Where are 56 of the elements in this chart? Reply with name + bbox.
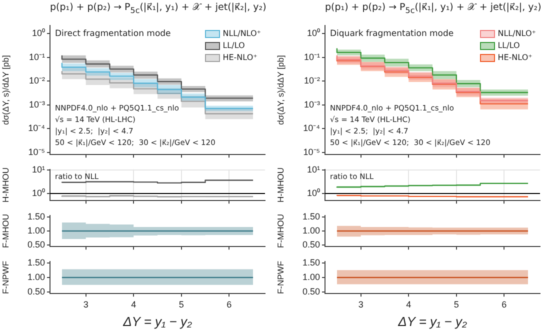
x-tick-label: 3 xyxy=(358,299,364,310)
legend-label: HE-NLO⁺ xyxy=(222,53,258,62)
y-tick-label: 10⁻⁴ xyxy=(28,123,46,134)
y-tick-label: 1.50 xyxy=(302,257,320,268)
y-tick-label: 10⁻² xyxy=(28,76,45,86)
annotation: Diquark fragmentation mode xyxy=(330,28,454,39)
x-axis-title: ΔY = y₁ − y₂ xyxy=(397,314,467,329)
y-tick-label: 0.50 xyxy=(27,286,45,297)
y-tick-label: 10⁰ xyxy=(32,188,45,198)
y-axis-title: F-MHOU xyxy=(0,214,10,248)
y-tick-label: 10¹ xyxy=(32,164,45,174)
x-tick-label: 5 xyxy=(178,299,184,310)
y-tick-label: 1.00 xyxy=(302,272,320,282)
y-tick-label: 1.50 xyxy=(302,211,320,222)
y-tick-label: 10⁻⁵ xyxy=(28,146,46,157)
x-tick-label: 3 xyxy=(83,299,88,310)
y-tick-label: 10⁻³ xyxy=(28,99,45,110)
legend-label: NLL/NLO⁺ xyxy=(222,29,261,38)
legend-label: LL/LO xyxy=(498,41,520,50)
x-tick-label: 4 xyxy=(131,299,136,310)
y-axis-title: H-MHOU xyxy=(275,168,286,202)
y-tick-label: 0.50 xyxy=(302,286,320,297)
y-axis-title: F-NPWF xyxy=(0,260,10,294)
x-axis-title: ΔY = y₁ − y₂ xyxy=(122,314,192,329)
y-tick-label: 10⁰ xyxy=(306,28,320,38)
y-tick-label: 1.00 xyxy=(27,272,45,282)
legend-label: HE-NLO⁺ xyxy=(498,53,532,62)
x-tick-label: 5 xyxy=(454,299,459,310)
y-tick-label: 1.00 xyxy=(302,225,320,236)
chart-title: p(p₁) + p(p₂) → P$_{5c}$(|κ⃗₁|, y₁) + 𝒳 + jet(|κ⃗₂|, y₂) xyxy=(325,2,542,17)
x-tick-label: 4 xyxy=(406,299,412,310)
y-axis-title: dσ(ΔY, s)/dΔY [pb] xyxy=(275,55,286,125)
y-tick-label: 1.00 xyxy=(27,225,45,236)
y-tick-label: 10¹ xyxy=(306,164,320,174)
y-tick-label: 10⁻¹ xyxy=(28,52,45,62)
y-tick-label: 0.50 xyxy=(302,240,320,250)
y-tick-label: 1.50 xyxy=(27,257,45,268)
y-tick-label: 10⁻⁴ xyxy=(303,123,320,134)
y-tick-label: 10⁻³ xyxy=(304,99,320,110)
y-axis-title: H-MHOU xyxy=(0,168,10,202)
x-tick-label: 6 xyxy=(502,299,507,310)
y-tick-label: 10⁻¹ xyxy=(304,52,320,62)
y-tick-label: 10⁻⁵ xyxy=(303,146,320,157)
y-tick-label: 0.50 xyxy=(27,240,45,250)
chart-title: p(p₁) + p(p₂) → P$_{5c}$(|κ⃗₁|, y₁) + 𝒳 + jet(|κ⃗₂|, y₂) xyxy=(50,2,266,17)
y-axis-title: dσ(ΔY, s)/dΔY [pb] xyxy=(0,55,10,125)
y-axis-title: F-NPWF xyxy=(275,260,286,294)
legend-label: NLL/NLO⁺ xyxy=(498,29,536,38)
x-tick-label: 6 xyxy=(226,299,232,310)
y-tick-label: 10⁻² xyxy=(304,76,320,86)
y-tick-label: 1.50 xyxy=(27,211,45,222)
y-axis-title: F-MHOU xyxy=(275,214,286,248)
annotation: Direct fragmentation mode xyxy=(55,28,171,39)
y-tick-label: 10⁰ xyxy=(306,188,320,198)
y-tick-label: 10⁰ xyxy=(32,28,45,38)
legend-label: LL/LO xyxy=(222,41,245,50)
